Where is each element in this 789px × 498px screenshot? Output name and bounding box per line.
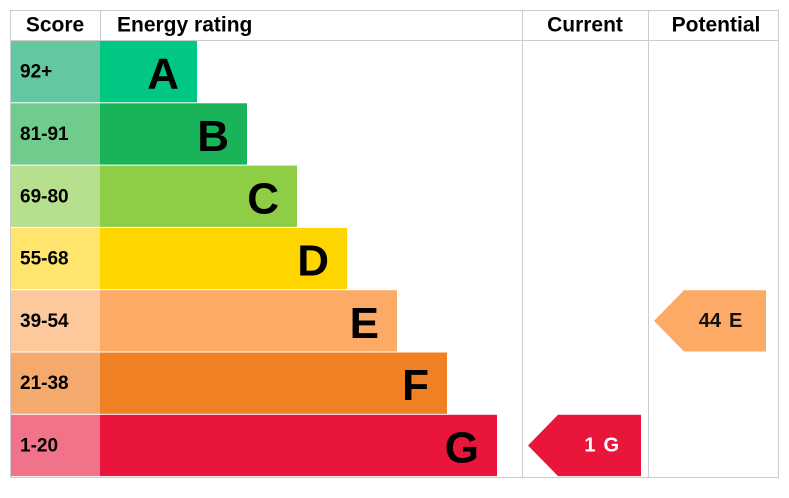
rating-bar: [100, 414, 497, 477]
rating-bar: [100, 103, 247, 165]
score-cell: [11, 414, 100, 477]
rating-bar: [100, 352, 447, 414]
score-range: 21-38: [20, 373, 69, 394]
score-range: 69-80: [20, 186, 69, 207]
header-score: Score: [26, 14, 84, 37]
rating-bar: [100, 165, 297, 227]
arrow-rating: G: [604, 434, 620, 456]
rating-arrow: [528, 414, 641, 477]
score-range: 1-20: [20, 435, 58, 456]
arrow-rating: E: [729, 310, 742, 332]
header-rating: Energy rating: [117, 14, 252, 37]
rating-bar: [100, 227, 347, 290]
rating-letter: G: [445, 423, 479, 472]
score-cell: [11, 352, 100, 414]
score-range: 39-54: [20, 311, 69, 332]
score-cell: [11, 165, 100, 227]
rating-letter: B: [197, 112, 229, 161]
score-range: 55-68: [20, 249, 69, 270]
rating-letter: F: [402, 361, 429, 410]
rating-letter: C: [247, 174, 279, 223]
score-cell: [11, 227, 100, 290]
score-cell: [11, 41, 100, 103]
score-cell: [11, 290, 100, 352]
score-cell: [11, 103, 100, 165]
score-range: 81-91: [20, 124, 69, 145]
score-range: 92+: [20, 62, 52, 83]
rating-letter: E: [350, 299, 379, 348]
rating-bar: [100, 290, 397, 352]
rating-arrow: [654, 290, 766, 352]
rating-letter: D: [297, 237, 329, 286]
arrow-score: 44: [699, 310, 722, 332]
rating-bar: [100, 41, 197, 103]
rating-letter: A: [147, 50, 179, 99]
header-potential: Potential: [672, 14, 761, 37]
arrow-score: 1: [584, 434, 595, 456]
header-current: Current: [547, 14, 623, 37]
